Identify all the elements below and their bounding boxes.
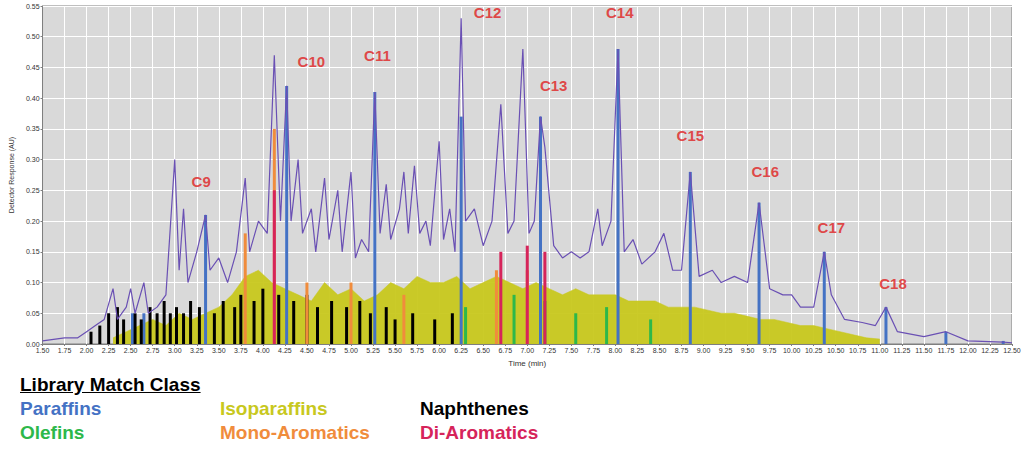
svg-text:3.50: 3.50 bbox=[212, 347, 226, 354]
svg-text:4.50: 4.50 bbox=[300, 347, 314, 354]
svg-text:10.50: 10.50 bbox=[827, 347, 845, 354]
svg-text:C11: C11 bbox=[364, 47, 391, 64]
svg-text:0.40: 0.40 bbox=[26, 95, 40, 102]
svg-text:8.00: 8.00 bbox=[609, 347, 623, 354]
svg-text:0.25: 0.25 bbox=[26, 187, 40, 194]
svg-text:C16: C16 bbox=[751, 163, 779, 180]
svg-text:6.00: 6.00 bbox=[432, 347, 446, 354]
svg-text:10.00: 10.00 bbox=[783, 347, 801, 354]
html-text:Olefins: Olefins bbox=[20, 422, 85, 443]
svg-text:0.10: 0.10 bbox=[26, 279, 40, 286]
html-text:Paraffins: Paraffins bbox=[20, 398, 102, 419]
svg-text:6.75: 6.75 bbox=[498, 347, 512, 354]
svg-text:6.50: 6.50 bbox=[476, 347, 490, 354]
svg-text:0.55: 0.55 bbox=[26, 3, 40, 10]
svg-text:11.75: 11.75 bbox=[937, 347, 954, 354]
svg-text:0.45: 0.45 bbox=[26, 64, 40, 71]
svg-text:2.25: 2.25 bbox=[102, 347, 116, 354]
svg-text:10.75: 10.75 bbox=[849, 347, 867, 354]
svg-text:4.00: 4.00 bbox=[256, 347, 270, 354]
html-text:Naphthenes: Naphthenes bbox=[420, 398, 529, 419]
svg-text:0.15: 0.15 bbox=[26, 248, 40, 255]
svg-text:0.35: 0.35 bbox=[26, 125, 40, 132]
svg-text:1.50: 1.50 bbox=[36, 347, 50, 354]
svg-text:9.25: 9.25 bbox=[719, 347, 733, 354]
svg-text:4.75: 4.75 bbox=[322, 347, 336, 354]
svg-text:3.75: 3.75 bbox=[234, 347, 248, 354]
svg-text:9.75: 9.75 bbox=[763, 347, 777, 354]
svg-text:8.75: 8.75 bbox=[675, 347, 689, 354]
svg-text:1.75: 1.75 bbox=[58, 347, 72, 354]
svg-text:9.00: 9.00 bbox=[697, 347, 711, 354]
svg-text:C17: C17 bbox=[818, 219, 846, 236]
svg-text:7.50: 7.50 bbox=[565, 347, 579, 354]
svg-text:10.25: 10.25 bbox=[805, 347, 823, 354]
svg-text:11.25: 11.25 bbox=[893, 347, 910, 354]
svg-text:0.30: 0.30 bbox=[26, 156, 40, 163]
html-text:Isoparaffins: Isoparaffins bbox=[220, 398, 328, 419]
svg-text:C9: C9 bbox=[192, 173, 211, 190]
svg-text:12.25: 12.25 bbox=[981, 347, 999, 354]
svg-text:5.50: 5.50 bbox=[388, 347, 402, 354]
svg-text:4.25: 4.25 bbox=[278, 347, 292, 354]
svg-text:C13: C13 bbox=[540, 77, 568, 94]
svg-text:3.00: 3.00 bbox=[168, 347, 182, 354]
svg-text:0.00: 0.00 bbox=[25, 340, 40, 348]
html-text:Di-Aromatics: Di-Aromatics bbox=[420, 422, 539, 443]
svg-text:C14: C14 bbox=[606, 4, 634, 21]
svg-text:C12: C12 bbox=[474, 4, 502, 21]
svg-text:Detector Response (AU): Detector Response (AU) bbox=[8, 137, 16, 213]
svg-text:7.75: 7.75 bbox=[587, 347, 601, 354]
html-text:Library Match Class: Library Match Class bbox=[20, 374, 201, 395]
svg-text:8.50: 8.50 bbox=[653, 347, 667, 354]
svg-text:0.20: 0.20 bbox=[26, 218, 40, 225]
svg-text:11.50: 11.50 bbox=[915, 347, 932, 354]
svg-text:C15: C15 bbox=[677, 127, 705, 144]
svg-text:11.00: 11.00 bbox=[871, 347, 888, 354]
svg-text:Time (min): Time (min) bbox=[508, 359, 546, 368]
svg-text:3.25: 3.25 bbox=[190, 347, 204, 354]
svg-text:12.00: 12.00 bbox=[959, 347, 977, 354]
svg-text:2.50: 2.50 bbox=[124, 347, 138, 354]
svg-text:8.25: 8.25 bbox=[631, 347, 645, 354]
svg-text:C18: C18 bbox=[879, 275, 907, 292]
svg-text:0.50: 0.50 bbox=[26, 33, 40, 40]
svg-text:2.00: 2.00 bbox=[80, 347, 94, 354]
svg-text:0.05: 0.05 bbox=[26, 310, 40, 317]
html-text:Mono-Aromatics: Mono-Aromatics bbox=[220, 422, 370, 443]
svg-text:7.25: 7.25 bbox=[542, 347, 556, 354]
svg-text:6.25: 6.25 bbox=[454, 347, 468, 354]
svg-text:7.00: 7.00 bbox=[520, 347, 534, 354]
svg-text:5.00: 5.00 bbox=[344, 347, 358, 354]
svg-text:5.25: 5.25 bbox=[366, 347, 380, 354]
svg-text:12.50: 12.50 bbox=[1003, 347, 1021, 354]
svg-text:C10: C10 bbox=[298, 53, 326, 70]
svg-text:9.50: 9.50 bbox=[741, 347, 755, 354]
svg-text:2.75: 2.75 bbox=[146, 347, 160, 354]
svg-text:5.75: 5.75 bbox=[410, 347, 424, 354]
